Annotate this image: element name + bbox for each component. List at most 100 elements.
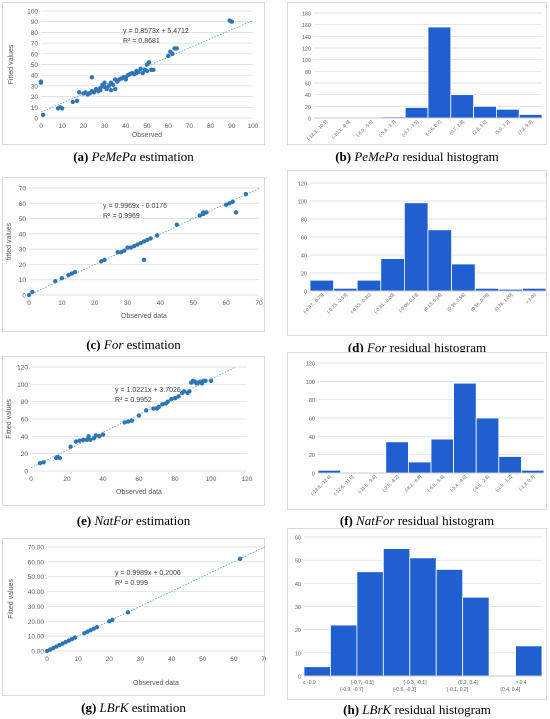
chart2-data-point <box>138 240 143 246</box>
chart5-x-tick-label: (-5.4, -4.0] <box>449 474 468 493</box>
chart0-x-tick-label: 60 <box>165 123 173 130</box>
chart0-data-point <box>113 86 118 92</box>
chart1-x-tick-label: (-3.7, -1.5] <box>401 119 420 138</box>
chart4-data-point <box>176 394 181 399</box>
chart2-y-tick-label: 60 <box>19 201 27 208</box>
chart5-y-tick-label: 20 <box>309 453 315 459</box>
chart5-bar <box>475 417 500 474</box>
chart2-data-point <box>204 210 209 215</box>
chart4-y-tick-label: 40 <box>21 434 29 441</box>
caption-e-label: (e) <box>76 513 92 528</box>
chart4-x-tick-label: 100 <box>206 476 217 483</box>
chart2-x-tick-label: 20 <box>91 300 99 307</box>
chart2-data-point <box>141 257 147 263</box>
chart3-bar <box>427 229 453 292</box>
chart3-x-tick-label: (0.56, 0.78] <box>470 292 490 312</box>
chart4-data-point <box>84 437 90 442</box>
caption-g-name: LBrK <box>99 700 129 715</box>
caption-b-suffix: residual histogram <box>399 149 499 164</box>
chart2-data-point <box>233 210 239 215</box>
chart7-x-tick-label: (0.4, 0.4] <box>500 687 520 693</box>
chart6-y-tick-label: 50.00 <box>28 574 45 581</box>
chart2-y-axis-title: fitted values <box>6 222 13 260</box>
chart5-x-tick-label: (-11.0, -9.6] <box>357 474 377 494</box>
chart0-x-tick-label: 0 <box>39 123 43 130</box>
chart3-bar <box>309 279 335 292</box>
chart1-y-tick-label: 180 <box>302 12 311 18</box>
chart4-data-point <box>126 419 131 424</box>
chart5-y-tick-label: 40 <box>309 435 315 441</box>
chart2-data-point <box>131 243 137 249</box>
chart0-data-point <box>140 70 145 76</box>
chart2-data-point <box>223 202 229 208</box>
caption-d-suffix: residual histogram <box>386 340 487 355</box>
chart1-bar <box>495 108 520 119</box>
chart0-y-tick-label: 10 <box>31 105 39 112</box>
chart6-data-point <box>237 556 243 562</box>
chart1-y-tick-label: 100 <box>302 58 311 64</box>
chart2-data-point <box>243 191 249 197</box>
chart3-bar <box>380 258 405 292</box>
scatter-chart-e: 0 20 40 60 80 100 120 0 20 40 60 80 100 120 Observed d… <box>6 365 253 497</box>
chart0-data-point <box>144 68 150 74</box>
chart4-data-point <box>41 460 46 465</box>
chart4-data-point <box>57 455 62 461</box>
chart0-x-tick-label: 10 <box>59 123 67 130</box>
chart1-y-tick-label: 20 <box>305 105 311 111</box>
chart5-x-tick-label: (-1.2, 0.3] <box>518 474 535 491</box>
chart6-x-tick-label: 70 <box>261 656 266 663</box>
chart3-y-tick-label: 60 <box>301 236 307 242</box>
chart4-data-point <box>37 461 43 466</box>
chart0-x-tick-label: 80 <box>207 123 215 130</box>
chart1-bar <box>427 26 452 119</box>
chart1-bar <box>518 114 543 119</box>
chart0-data-point <box>151 67 156 73</box>
chart5-y-tick-label: 60 <box>309 417 315 423</box>
chart5-x-tick-label: (-8.2, -6.8] <box>404 474 423 493</box>
chart4-data-point <box>144 408 149 413</box>
chart0-y-tick-label: 20 <box>31 94 39 101</box>
chart0-y-tick-label: 80 <box>31 30 39 37</box>
chart0-data-point <box>166 53 171 59</box>
chart2-data-point <box>174 222 180 227</box>
chart3-y-tick-label: 20 <box>301 272 307 278</box>
chart0-data-point <box>104 86 109 92</box>
chart0-y-tick-label: 30 <box>31 83 39 90</box>
chart3-x-tick-label: > 1.00 <box>524 292 537 305</box>
caption-a-suffix: estimation <box>136 149 194 164</box>
chart0-data-point <box>91 90 97 95</box>
chart1-x-tick-label: (-8.0, -5.8] <box>355 119 374 138</box>
chart6-y-tick-label: 0.00 <box>31 649 44 656</box>
chart6-x-tick-label: 20 <box>106 656 114 663</box>
chart4-data-point <box>93 433 99 438</box>
chart6-x-tick-label: 50 <box>199 656 207 663</box>
chart1-x-tick-label: (2.8, 5.0] <box>471 119 487 135</box>
chart4-x-tick-label: 60 <box>135 476 143 483</box>
chart0-x-tick-label: 90 <box>228 123 236 130</box>
chart0-data-point <box>136 69 141 75</box>
chart6-x-tick-label: 10 <box>75 656 83 663</box>
chart2-data-point <box>227 201 232 206</box>
chart0-data-point <box>108 87 114 93</box>
chart0-y-tick-label: 0 <box>34 116 38 123</box>
chart1-y-tick-label: 0 <box>308 117 311 123</box>
caption-a: (a) PeMePa estimation <box>2 149 265 165</box>
chart5-y-tick-label: 0 <box>312 472 315 478</box>
chart-panel-g: 0.00 10.00 20.00 30.00 40.00 50.00 60.00 70.00 0… <box>2 538 266 696</box>
chart1-y-tick-label: 60 <box>305 82 311 88</box>
caption-a-label: (a) <box>73 149 89 164</box>
chart3-x-tick-label: (-0.31, -0.09] <box>373 292 395 314</box>
chart0-x-tick-label: 70 <box>186 123 194 130</box>
chart2-y-tick-label: 20 <box>19 262 27 269</box>
chart2-x-tick-label: 60 <box>223 300 231 307</box>
chart0-x-tick-label: 100 <box>248 123 259 130</box>
chart2-data-point <box>30 289 35 295</box>
chart0-data-point <box>70 99 76 105</box>
chart3-y-tick-label: 80 <box>301 218 307 224</box>
chart3-bar <box>356 279 382 292</box>
chart2-data-point <box>102 257 107 263</box>
caption-h: (h) LBrK residual histogram <box>287 702 547 718</box>
caption-c-name: For <box>103 337 124 352</box>
